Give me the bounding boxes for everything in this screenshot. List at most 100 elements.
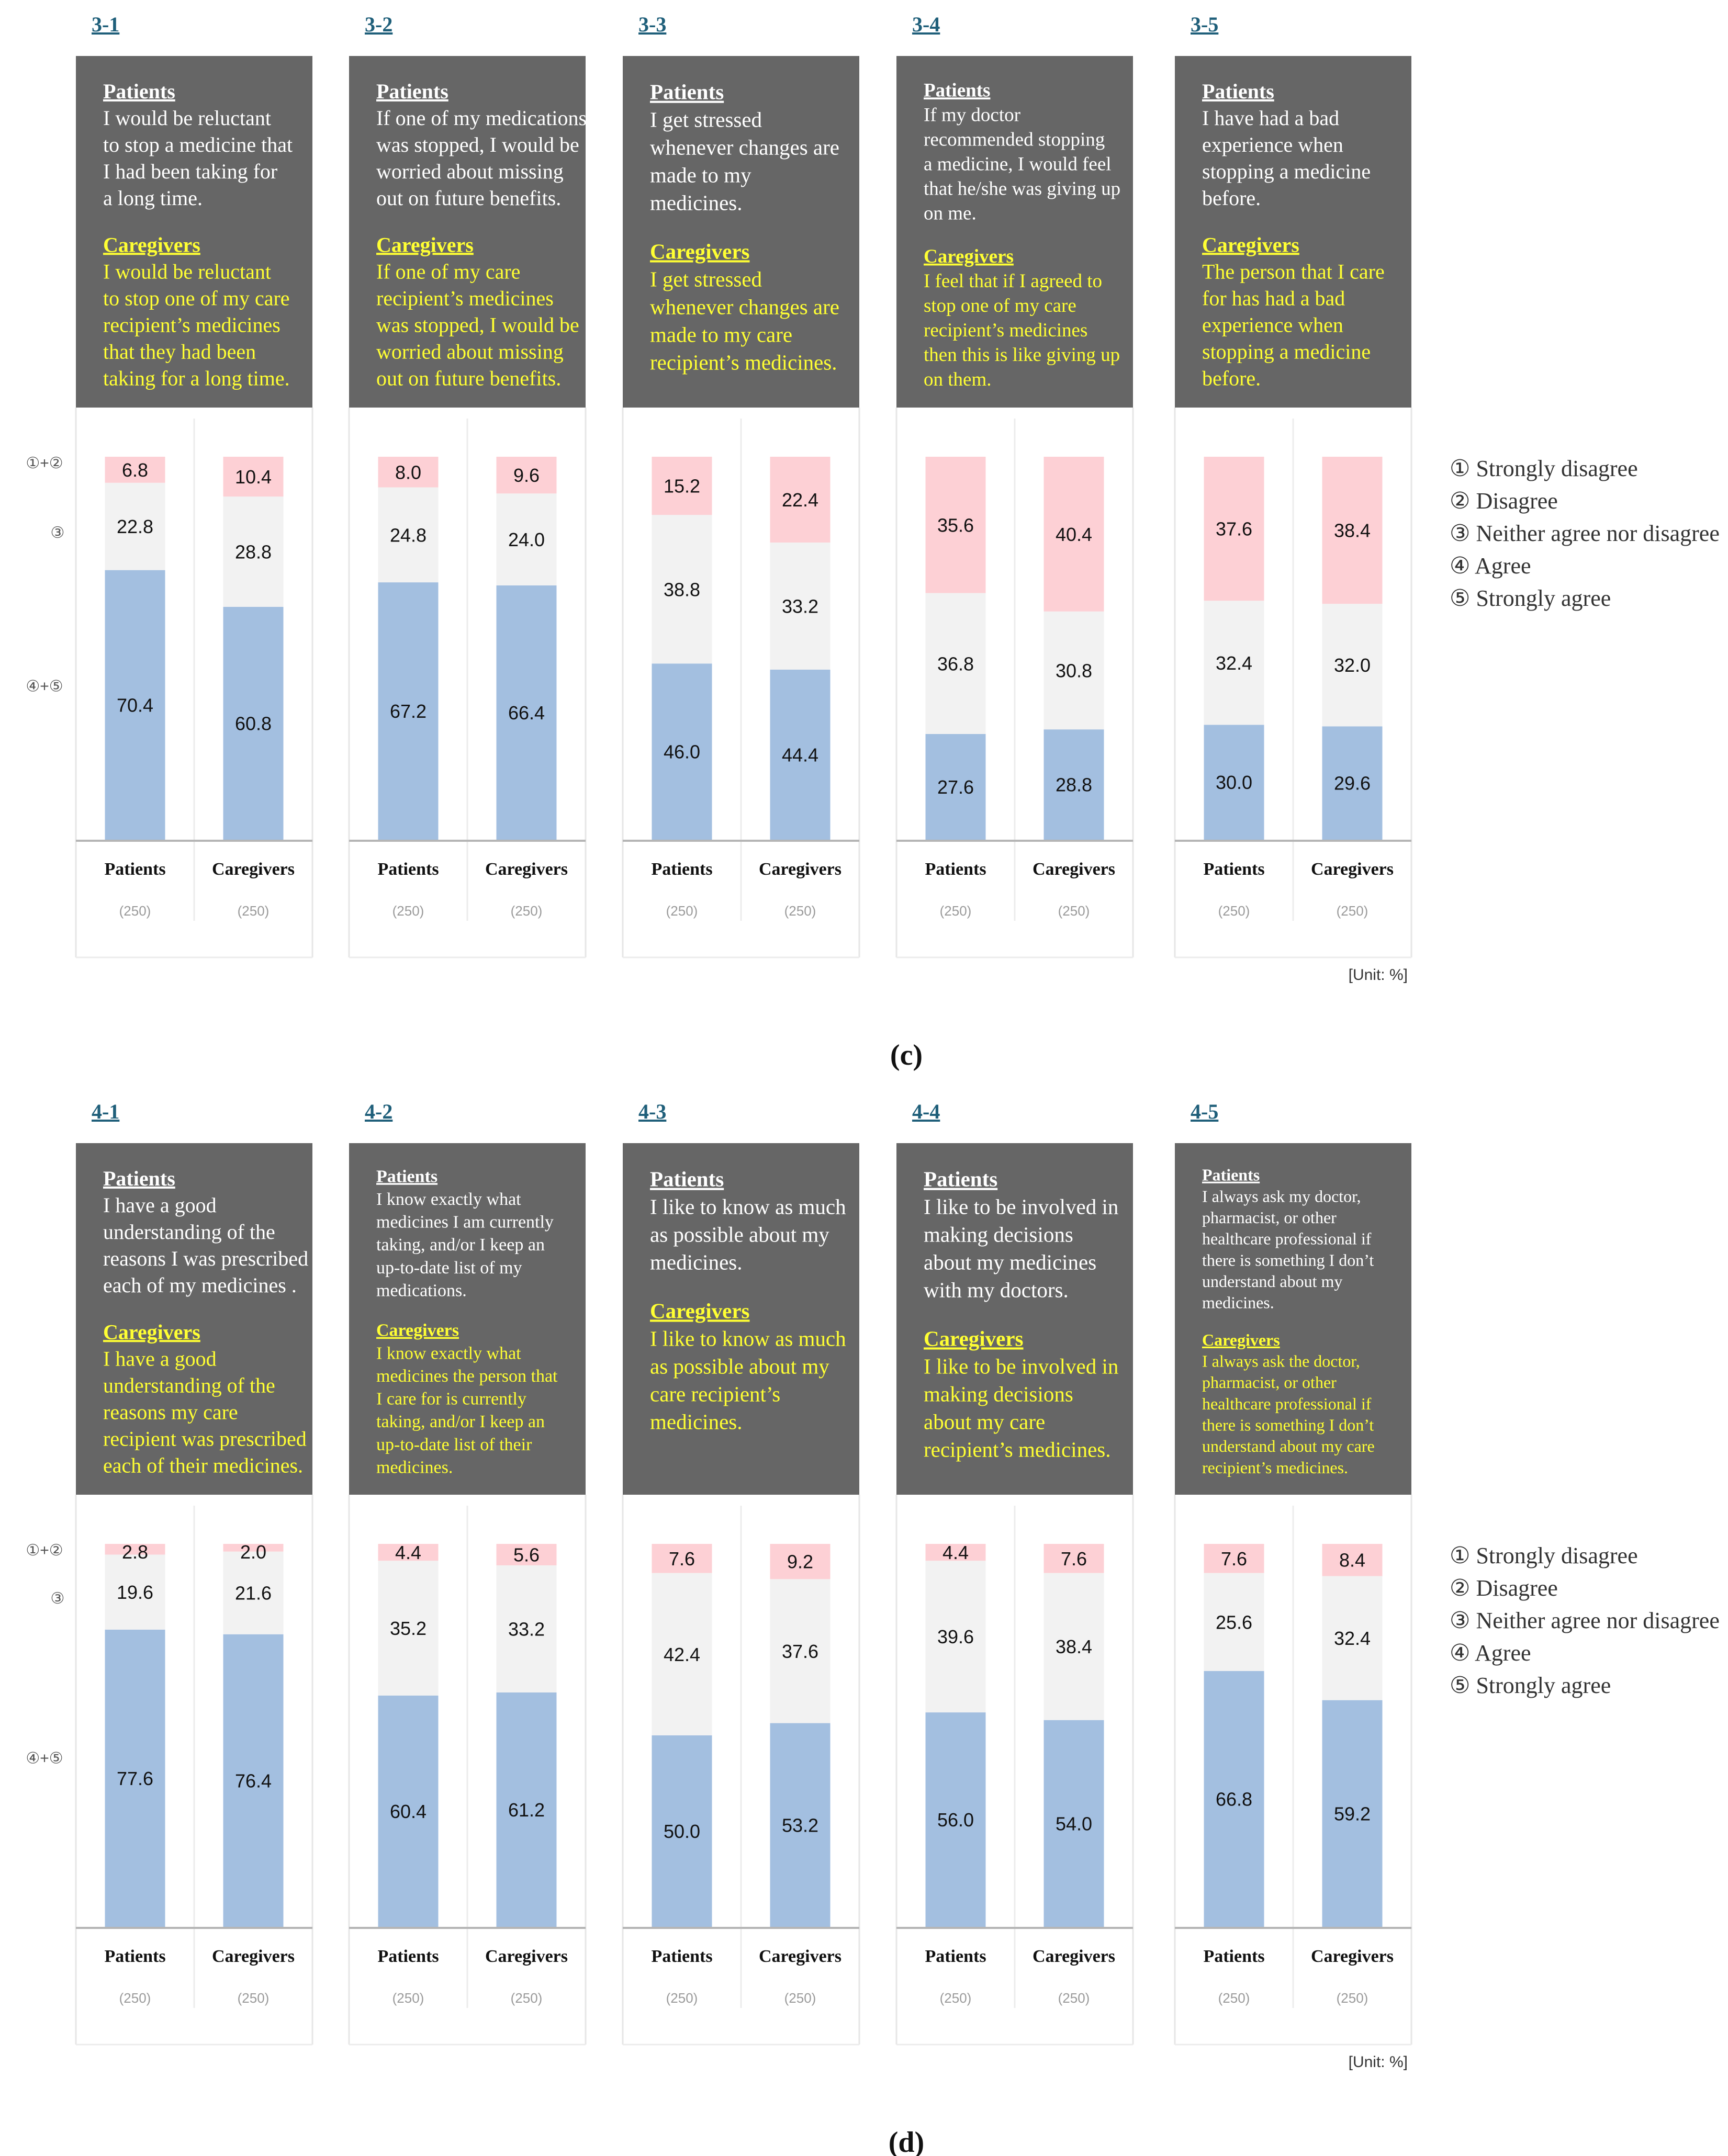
caregivers-statement: there is something I don’t [1202,1416,1374,1435]
caregivers-bar-neutral [496,1565,557,1693]
caregivers-bar-disagree [223,1544,284,1552]
legend-item: ② Disagree [1450,1575,1558,1601]
patients-heading: Patients [103,1167,175,1190]
patients-bar-neutral [1204,601,1264,725]
caregivers-statement: for has had a bad [1202,286,1345,310]
patients-statement: I like to know as much [650,1195,846,1219]
patients-sample-size: (250) [1218,1990,1250,2006]
caregivers-disagree-label: 5.6 [513,1544,540,1565]
caregivers-statement: recipient’s medicines [924,320,1087,341]
patients-column-label: Patients [104,860,165,879]
caregivers-sample-size: (250) [1058,903,1090,919]
caregivers-statement: I would be reluctant [103,259,271,283]
patients-statement: experience when [1202,133,1343,156]
patients-heading: Patients [924,1167,997,1191]
caregivers-column-label: Caregivers [759,1947,841,1966]
caregivers-statement: then this is like giving up [924,344,1120,366]
caregivers-neutral-label: 32.0 [1334,654,1371,676]
category-disagree-label: ①+② [26,455,63,472]
patients-statement: I have had a bad [1202,106,1339,130]
caregivers-sample-size: (250) [1337,903,1368,919]
patients-agree-label: 30.0 [1216,772,1252,793]
patients-heading: Patients [650,1167,724,1191]
category-agree-label: ④+⑤ [26,1750,63,1767]
patients-heading: Patients [103,80,175,103]
caregivers-neutral-label: 33.2 [508,1619,545,1640]
patients-disagree-label: 2.8 [122,1541,148,1563]
caregivers-statement: healthcare professional if [1202,1394,1372,1413]
patients-bar-disagree [925,1544,986,1561]
patients-bar-agree [925,733,986,840]
patients-disagree-label: 15.2 [664,476,700,497]
caregivers-statement: on them. [924,369,991,390]
patients-column-label: Patients [104,1947,165,1966]
patients-neutral-label: 39.6 [937,1626,974,1647]
patients-bar-neutral [378,1561,439,1696]
patients-statement: If my doctor [924,104,1020,126]
caregivers-agree-label: 76.4 [235,1770,272,1791]
patients-statement: I get stressed [650,108,762,132]
patients-statement: I would be reluctant [103,106,271,130]
panel-3-5: 3-5 Patients I have had a bad experience wh… [1174,13,1412,958]
caregivers-bar-agree [1322,1700,1383,1927]
panel-id: 4-4 [912,1100,940,1123]
patients-sample-size: (250) [666,903,698,919]
patients-statement: up-to-date list of my [376,1258,522,1278]
patients-statement: on me. [924,202,977,224]
question-box [623,56,859,408]
panel-3-3: 3-3 Patients I get stressed whenever change… [622,13,860,958]
subfigure-label: (d) [889,2126,924,2156]
caregivers-neutral-label: 37.6 [782,1641,818,1662]
caregivers-bar-neutral [223,1551,284,1634]
panel-id: 4-3 [638,1100,666,1123]
caregivers-agree-label: 28.8 [1056,774,1092,796]
caregivers-statement: taking for a long time. [103,366,290,390]
patients-bar-agree [652,1735,712,1927]
legend-item: ① Strongly disagree [1450,456,1638,481]
patients-column-label: Patients [651,860,712,879]
caregivers-heading: Caregivers [650,1299,750,1323]
caregivers-bar-disagree [1043,1544,1104,1573]
patients-neutral-label: 36.8 [937,653,974,674]
patients-column-label: Patients [1203,860,1264,879]
patients-statement: recommended stopping [924,129,1105,150]
caregivers-neutral-label: 30.8 [1056,660,1092,681]
caregivers-agree-label: 53.2 [782,1814,818,1836]
patients-sample-size: (250) [392,1990,424,2006]
caregivers-bar-neutral [770,542,831,670]
legend-item: ⑤ Strongly agree [1450,1673,1611,1698]
patients-bar-neutral [1204,1573,1264,1672]
caregivers-neutral-label: 38.4 [1056,1636,1092,1657]
question-box [76,1143,312,1495]
caregivers-statement: medicines. [650,1409,742,1433]
caregivers-statement: care recipient’s [650,1382,780,1406]
patients-column-label: Patients [1203,1947,1264,1966]
patients-column-label: Patients [651,1947,712,1966]
patients-agree-label: 77.6 [117,1768,153,1789]
caregivers-bar-agree [223,1634,284,1927]
patients-statement: medicines. [650,1250,742,1274]
caregivers-statement: I get stressed [650,267,762,291]
patients-neutral-label: 42.4 [664,1644,700,1665]
patients-bar-agree [1204,1671,1264,1927]
caregivers-heading: Caregivers [1202,1330,1280,1349]
caregivers-bar-agree [1043,729,1104,840]
patients-bar-agree [925,1712,986,1927]
caregivers-sample-size: (250) [784,1990,816,2006]
patients-statement: that he/she was giving up [924,178,1120,199]
caregivers-bar-neutral [223,496,284,607]
patients-bar-agree [1204,725,1264,840]
caregivers-heading: Caregivers [1202,233,1299,256]
caregivers-disagree-label: 7.6 [1061,1548,1087,1570]
caregivers-statement: understand about my care [1202,1437,1375,1455]
patients-sample-size: (250) [1218,903,1250,919]
caregivers-heading: Caregivers [924,1326,1024,1350]
category-neutral-label: ③ [51,1590,65,1607]
caregivers-sample-size: (250) [238,903,270,919]
caregivers-statement: The person that I care [1202,259,1385,283]
caregivers-disagree-label: 40.4 [1056,524,1092,545]
caregivers-statement: I feel that if I agreed to [924,270,1102,292]
patients-column-label: Patients [377,1947,439,1966]
patients-heading: Patients [650,80,724,104]
